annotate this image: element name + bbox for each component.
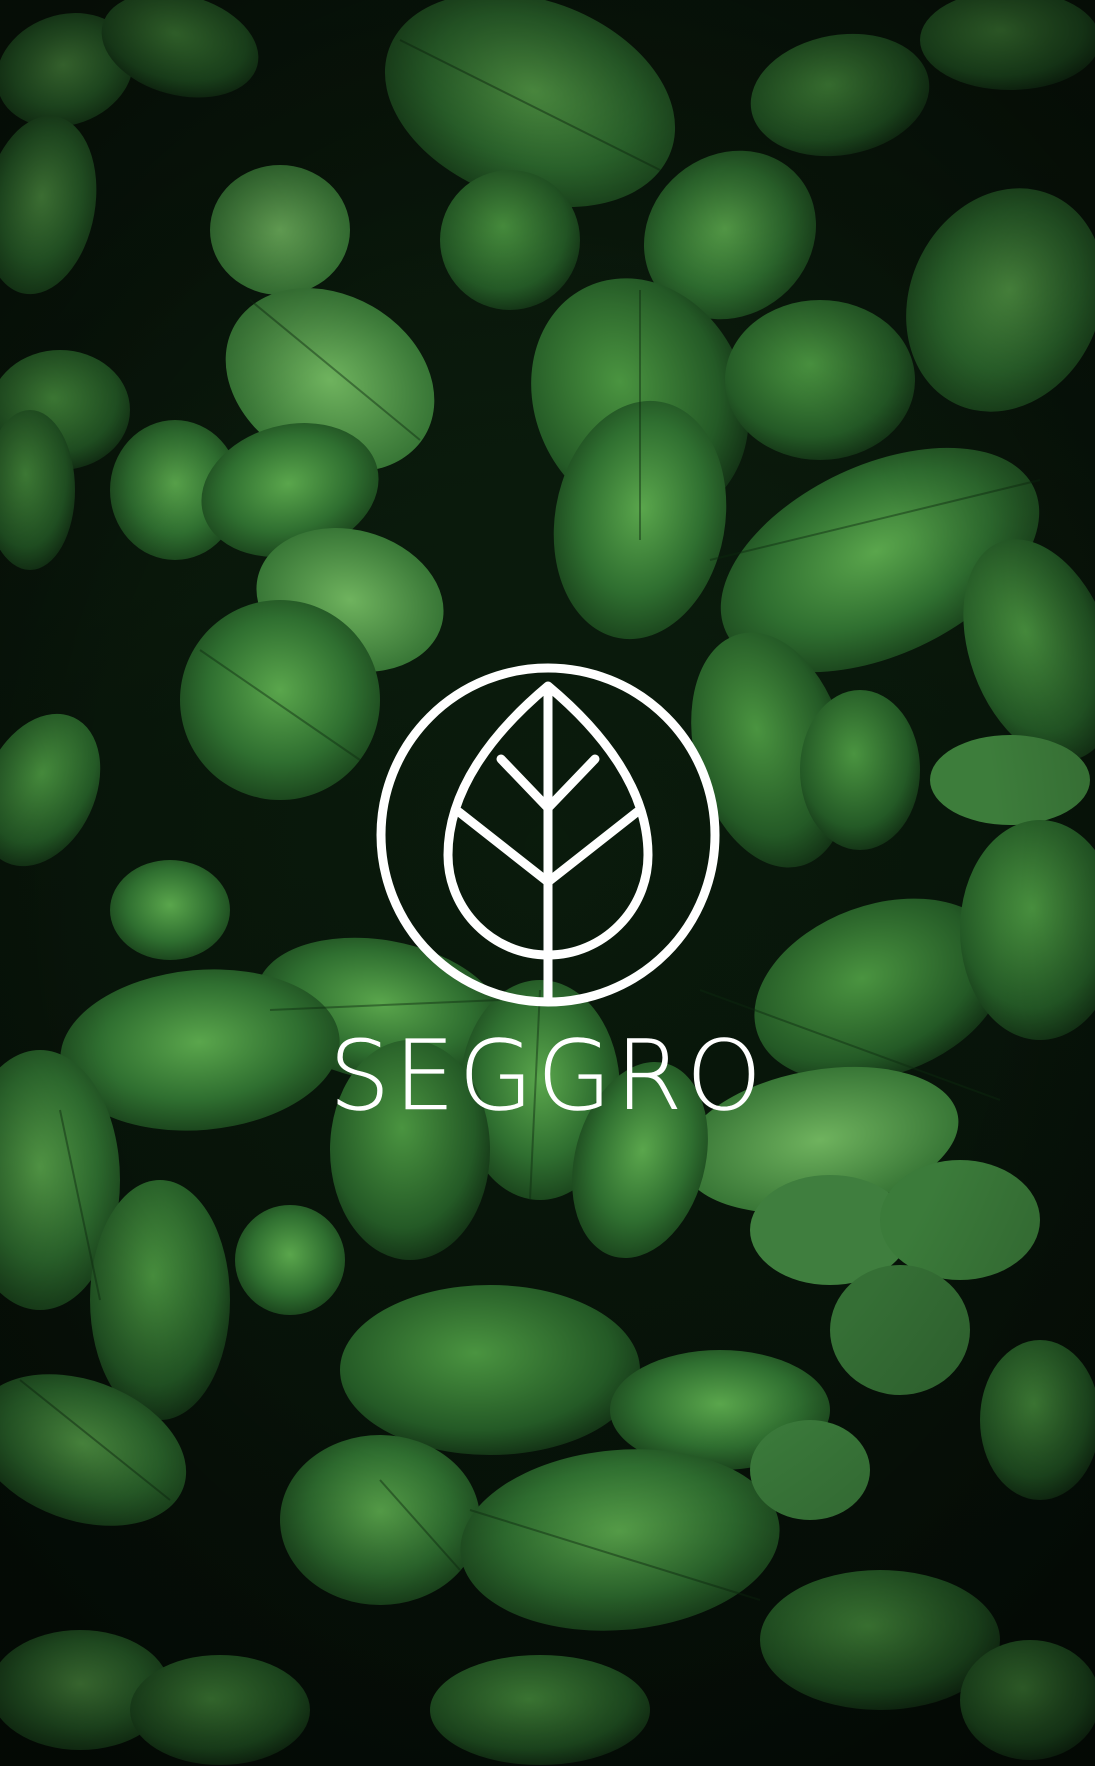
leaf-cluster-middle [0, 528, 1095, 1395]
leaf-cluster-top [0, 0, 1095, 673]
leaf-cluster-bottom [0, 1180, 1095, 1765]
